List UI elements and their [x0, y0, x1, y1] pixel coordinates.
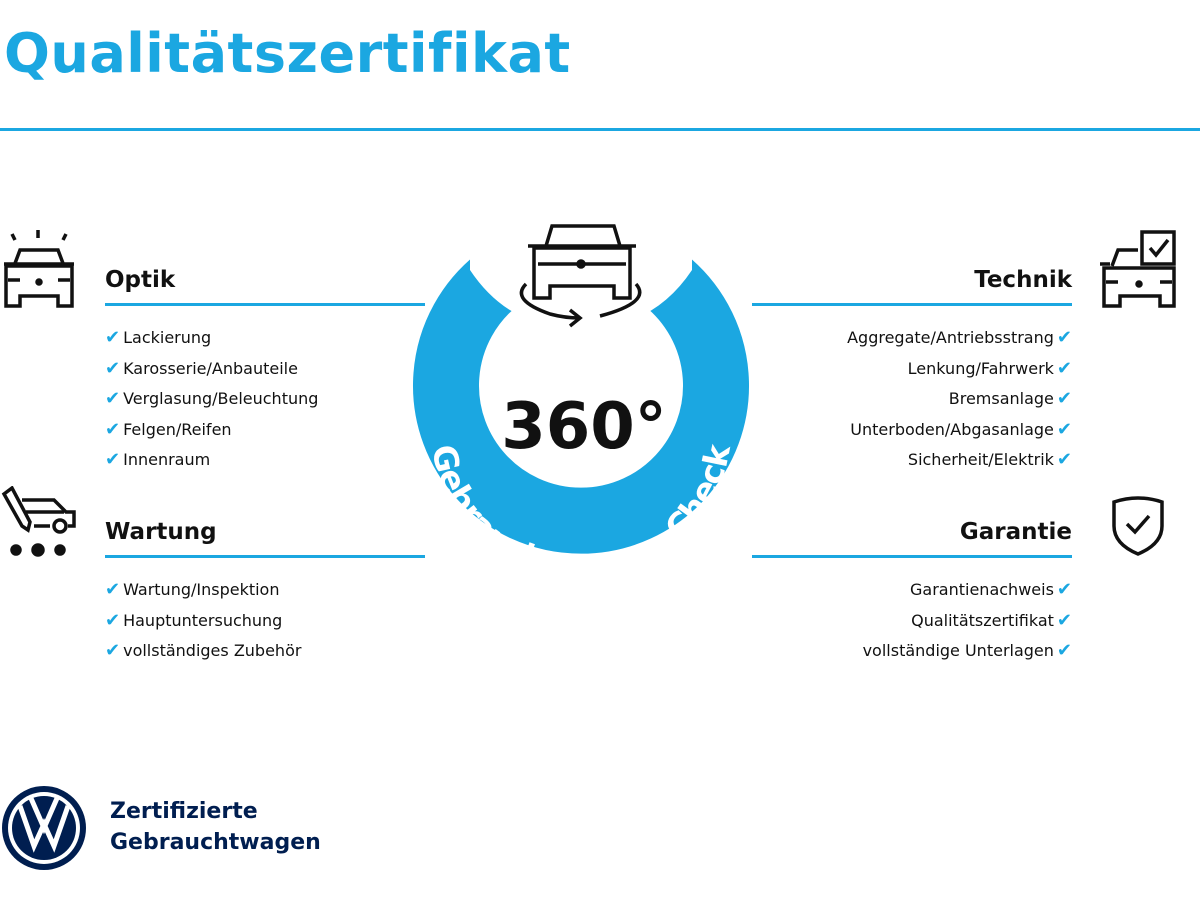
vw-logo — [2, 786, 86, 870]
logo-text: Zertifizierte Gebrauchtwagen — [110, 799, 321, 855]
ring-notch — [470, 230, 692, 329]
list-item: Aggregate/Antriebsstrang ✔ — [847, 327, 1072, 348]
check-icon: ✔ — [105, 449, 121, 470]
list-item: Bremsanlage ✔ — [948, 388, 1072, 409]
car-checklist-icon — [1100, 230, 1176, 308]
section-heading: Technik — [974, 267, 1072, 293]
list-item: ✔ Innenraum — [105, 449, 211, 470]
check-icon: ✔ — [105, 327, 121, 348]
section-divider — [752, 303, 1072, 306]
list-item: Garantienachweis ✔ — [910, 579, 1072, 600]
list-item: Qualitätszertifikat ✔ — [911, 609, 1072, 631]
section-heading: Optik — [105, 267, 176, 293]
shield-check-icon — [1112, 496, 1164, 556]
list-item: Unterboden/Abgasanlage ✔ — [850, 418, 1072, 440]
check-icon: ✔ — [105, 357, 121, 379]
ring-arc — [413, 254, 749, 554]
check-icon: ✔ — [1056, 418, 1072, 440]
section-optik: Optik ✔ Lackierung ✔ Karosserie/Anbauteile… — [105, 265, 425, 476]
check-icon: ✔ — [1056, 579, 1072, 600]
title-divider — [0, 128, 1200, 131]
section-divider — [105, 303, 425, 306]
check-icon: ✔ — [1056, 327, 1072, 348]
car-rotate-icon — [519, 224, 642, 328]
list-item: ✔ vollständiges Zubehör — [105, 640, 302, 661]
list-item: ✔ Felgen/Reifen — [105, 418, 232, 440]
section-divider — [105, 555, 425, 558]
car-service-icon — [1, 486, 76, 557]
check-icon: ✔ — [105, 609, 121, 631]
list-item: ✔ Lackierung — [105, 327, 212, 348]
section-divider — [752, 555, 1072, 558]
check-icon: ✔ — [1056, 640, 1072, 661]
list-item: ✔ Karosserie/Anbauteile — [105, 357, 298, 379]
list-item: ✔ Verglasung/Beleuchtung — [105, 388, 319, 409]
list-item: vollständige Unterlagen ✔ — [862, 640, 1072, 661]
check-icon: ✔ — [105, 579, 121, 600]
page-title: Qualitätszertifikat — [4, 22, 571, 85]
check-icon: ✔ — [105, 418, 121, 440]
list-item: ✔ Wartung/Inspektion — [105, 579, 280, 600]
check-icon: ✔ — [1056, 449, 1072, 470]
section-garantie: Garantie Garantienachweis ✔ Qualitätszert… — [752, 517, 1072, 667]
check-360-badge: Gebrauchtwagen-Check 360° — [413, 224, 749, 587]
list-item: Lenkung/Fahrwerk ✔ — [907, 357, 1072, 379]
check-icon: ✔ — [1056, 357, 1072, 379]
section-heading: Garantie — [959, 519, 1072, 545]
section-heading: Wartung — [105, 519, 217, 545]
list-item: Sicherheit/Elektrik ✔ — [907, 449, 1072, 470]
section-technik: Technik Aggregate/Antriebsstrang ✔ Lenkun… — [752, 265, 1072, 476]
check-icon: ✔ — [1056, 388, 1072, 409]
check-icon: ✔ — [105, 388, 121, 409]
check-icon: ✔ — [105, 640, 121, 661]
center-360-label: 360° — [501, 390, 667, 464]
section-wartung: Wartung ✔ Wartung/Inspektion ✔ Hauptunters… — [105, 517, 425, 667]
car-light-icon — [4, 230, 74, 308]
list-item: ✔ Hauptuntersuchung — [105, 609, 283, 631]
check-icon: ✔ — [1056, 609, 1072, 631]
